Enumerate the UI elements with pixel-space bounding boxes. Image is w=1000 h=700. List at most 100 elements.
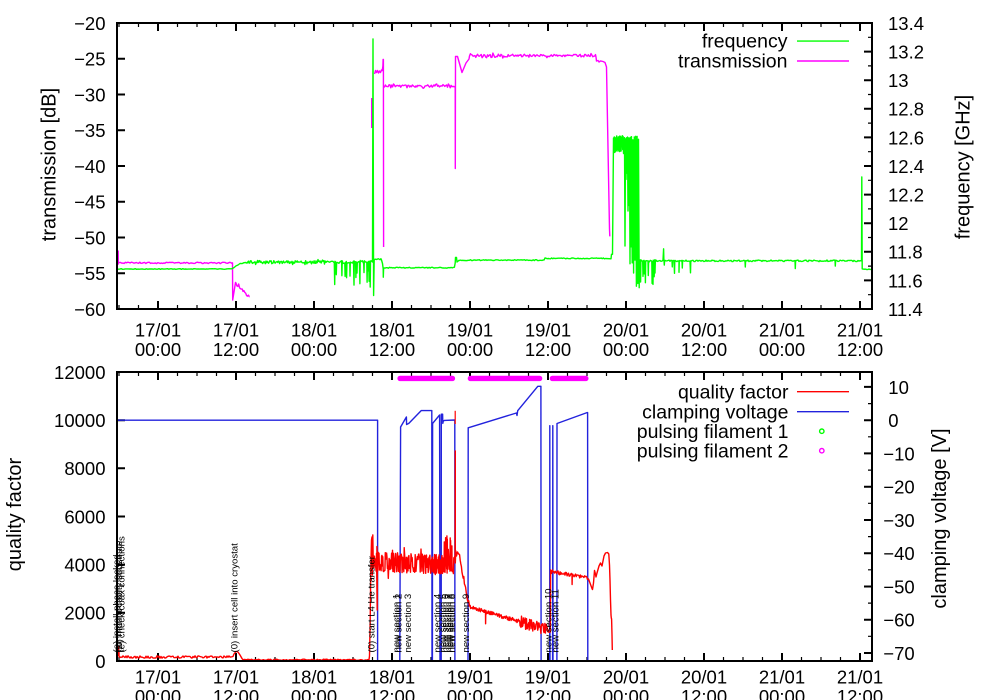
svg-text:clamping voltage [V]: clamping voltage [V] (929, 428, 951, 608)
svg-text:12:00: 12:00 (837, 686, 883, 700)
svg-text:00:00: 00:00 (135, 686, 181, 700)
svg-text:21/01: 21/01 (837, 667, 883, 688)
svg-text:−20: −20 (883, 477, 914, 498)
svg-text:11.6: 11.6 (888, 270, 923, 291)
svg-text:12.8: 12.8 (888, 99, 924, 120)
svg-text:quality factor: quality factor (4, 457, 26, 571)
svg-text:−40: −40 (883, 543, 914, 564)
svg-text:(0) start L4 He transfer: (0) start L4 He transfer (366, 555, 377, 652)
svg-text:pulsing filament 1: pulsing filament 1 (637, 421, 789, 443)
svg-text:−60: −60 (883, 610, 914, 631)
svg-text:12:00: 12:00 (369, 686, 415, 700)
svg-text:2000: 2000 (64, 603, 105, 624)
svg-text:(w) mount cavity substrate: (w) mount cavity substrate (114, 541, 125, 653)
svg-text:21/01: 21/01 (759, 320, 805, 341)
svg-text:20/01: 20/01 (603, 667, 649, 688)
svg-text:new section 7: new section 7 (443, 594, 454, 653)
svg-text:12:00: 12:00 (837, 339, 883, 360)
svg-text:18/01: 18/01 (369, 320, 415, 341)
svg-text:11.8: 11.8 (888, 242, 923, 263)
svg-text:new section 8: new section 8 (447, 594, 458, 653)
svg-text:new section 4: new section 4 (433, 593, 444, 652)
svg-text:frequency [GHz]: frequency [GHz] (953, 95, 975, 240)
svg-text:0: 0 (95, 651, 105, 672)
svg-text:18/01: 18/01 (291, 667, 337, 688)
svg-text:−30: −30 (74, 84, 105, 105)
svg-text:−10: −10 (883, 443, 914, 464)
svg-text:−40: −40 (74, 156, 105, 177)
svg-text:17/01: 17/01 (135, 667, 181, 688)
svg-text:11.4: 11.4 (888, 299, 923, 320)
svg-text:00:00: 00:00 (759, 339, 805, 360)
svg-text:12:00: 12:00 (525, 686, 571, 700)
svg-text:−70: −70 (883, 643, 914, 664)
svg-text:new section 3: new section 3 (403, 594, 414, 653)
svg-text:(e) check coax connections: (e) check coax connections (116, 536, 127, 652)
svg-text:−30: −30 (883, 510, 914, 531)
svg-text:−55: −55 (74, 263, 105, 284)
svg-text:00:00: 00:00 (603, 339, 649, 360)
svg-text:4000: 4000 (64, 555, 105, 576)
svg-text:13: 13 (888, 70, 909, 91)
svg-text:−45: −45 (74, 192, 105, 213)
svg-text:−20: −20 (74, 13, 105, 34)
svg-text:−50: −50 (74, 227, 105, 248)
svg-text:0: 0 (888, 410, 898, 431)
svg-text:(0) insert cell into cryostat: (0) insert cell into cryostat (230, 543, 241, 653)
svg-text:10000: 10000 (54, 410, 105, 431)
svg-text:12:00: 12:00 (681, 339, 727, 360)
svg-text:18/01: 18/01 (291, 320, 337, 341)
svg-text:00:00: 00:00 (759, 686, 805, 700)
svg-text:13.2: 13.2 (888, 42, 924, 63)
svg-text:12.6: 12.6 (888, 127, 924, 148)
svg-text:12:00: 12:00 (681, 686, 727, 700)
svg-text:00:00: 00:00 (447, 686, 493, 700)
svg-text:19/01: 19/01 (447, 667, 493, 688)
svg-text:(e) install phase locked: (e) install phase locked (112, 554, 123, 652)
svg-text:12.2: 12.2 (888, 185, 924, 206)
svg-text:12000: 12000 (54, 362, 105, 383)
svg-text:00:00: 00:00 (447, 339, 493, 360)
svg-text:00:00: 00:00 (135, 339, 181, 360)
svg-text:19/01: 19/01 (447, 320, 493, 341)
svg-text:new section 1: new section 1 (391, 594, 402, 653)
svg-text:transmission [dB]: transmission [dB] (39, 88, 61, 241)
svg-text:13.4: 13.4 (888, 13, 924, 34)
svg-text:frequency: frequency (702, 31, 788, 53)
svg-text:pulsing filament 2: pulsing filament 2 (637, 441, 789, 463)
svg-text:21/01: 21/01 (837, 320, 883, 341)
svg-text:new section 5: new section 5 (438, 594, 449, 653)
svg-text:6000: 6000 (64, 506, 105, 527)
svg-text:−35: −35 (74, 120, 105, 141)
svg-text:clamping voltage: clamping voltage (642, 402, 788, 424)
svg-text:−60: −60 (74, 299, 105, 320)
svg-text:00:00: 00:00 (291, 686, 337, 700)
svg-text:new section 2: new section 2 (393, 594, 404, 653)
svg-text:12: 12 (888, 213, 909, 234)
svg-text:−25: −25 (74, 49, 105, 70)
svg-text:8000: 8000 (64, 458, 105, 479)
svg-text:17/01: 17/01 (135, 320, 181, 341)
svg-text:transmission: transmission (678, 51, 787, 73)
svg-text:new section 8: new section 8 (445, 594, 456, 653)
svg-text:−50: −50 (883, 576, 914, 597)
svg-text:17/01: 17/01 (213, 320, 259, 341)
svg-text:00:00: 00:00 (291, 339, 337, 360)
svg-text:10: 10 (888, 377, 909, 398)
svg-text:21/01: 21/01 (759, 667, 805, 688)
svg-text:new section 11: new section 11 (550, 589, 561, 652)
svg-text:20/01: 20/01 (681, 667, 727, 688)
svg-text:20/01: 20/01 (681, 320, 727, 341)
svg-text:12.4: 12.4 (888, 156, 924, 177)
svg-text:12:00: 12:00 (369, 339, 415, 360)
svg-text:12:00: 12:00 (213, 686, 259, 700)
svg-text:new section 10: new section 10 (544, 589, 555, 653)
svg-text:18/01: 18/01 (369, 667, 415, 688)
svg-text:19/01: 19/01 (525, 320, 571, 341)
svg-text:new section 6: new section 6 (441, 594, 452, 653)
svg-text:quality factor: quality factor (678, 382, 789, 404)
svg-text:17/01: 17/01 (213, 667, 259, 688)
svg-text:20/01: 20/01 (603, 320, 649, 341)
svg-text:12:00: 12:00 (213, 339, 259, 360)
svg-text:12:00: 12:00 (525, 339, 571, 360)
